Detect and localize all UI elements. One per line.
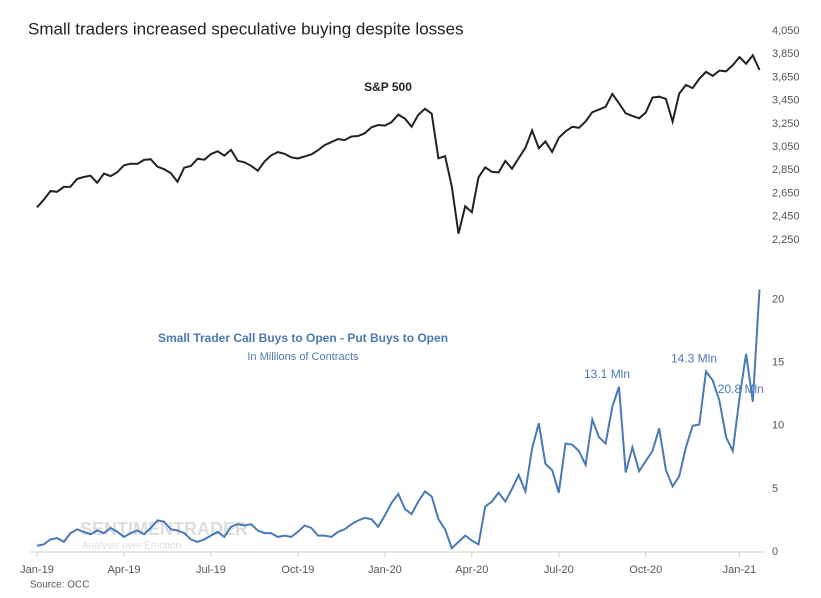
chart-title: Small traders increased speculative buyi… <box>28 19 464 38</box>
x-tick-label: Oct-19 <box>281 564 314 576</box>
y-tick-label: 3,850 <box>772 48 800 60</box>
x-tick-label: Jul-19 <box>196 564 226 576</box>
y-tick-label: 20 <box>772 294 784 306</box>
y-tick-label: 4,050 <box>772 25 800 37</box>
x-tick-label: Jan-20 <box>368 564 402 576</box>
y-tick-label: 15 <box>772 357 784 369</box>
series-label: S&P 500 <box>364 80 412 94</box>
y-tick-label: 2,850 <box>772 164 800 176</box>
value-label: 14.3 Mln <box>671 352 717 366</box>
y-tick-label: 3,050 <box>772 141 800 153</box>
source: Source: OCC <box>30 580 89 591</box>
y-tick-label: 2,450 <box>772 211 800 223</box>
watermark: SENTIMENTRADER <box>80 519 248 539</box>
y-tick-label: 0 <box>772 546 778 558</box>
y-tick-label: 2,250 <box>772 234 800 246</box>
y-tick-label: 5 <box>772 483 778 495</box>
value-label: 13.1 Mln <box>584 367 630 381</box>
y-tick-label: 2,650 <box>772 187 800 199</box>
x-tick-label: Oct-20 <box>629 564 662 576</box>
x-tick-label: Jul-20 <box>544 564 574 576</box>
subtitle: In Millions of Contracts <box>247 351 359 363</box>
y-tick-label: 3,450 <box>772 95 800 107</box>
x-tick-label: Jan-19 <box>20 564 54 576</box>
x-tick-label: Apr-20 <box>455 564 488 576</box>
series-line <box>36 53 761 234</box>
series-line <box>36 289 761 550</box>
x-tick-label: Apr-19 <box>107 564 140 576</box>
x-tick-label: Jan-21 <box>723 564 757 576</box>
y-tick-label: 3,650 <box>772 71 800 83</box>
watermark-sub: Analysis over Emotion <box>82 541 181 552</box>
series-label: Small Trader Call Buys to Open - Put Buy… <box>158 331 448 345</box>
y-tick-label: 3,250 <box>772 118 800 130</box>
value-label: 20.8 Mln <box>718 382 764 396</box>
y-tick-label: 10 <box>772 420 784 432</box>
